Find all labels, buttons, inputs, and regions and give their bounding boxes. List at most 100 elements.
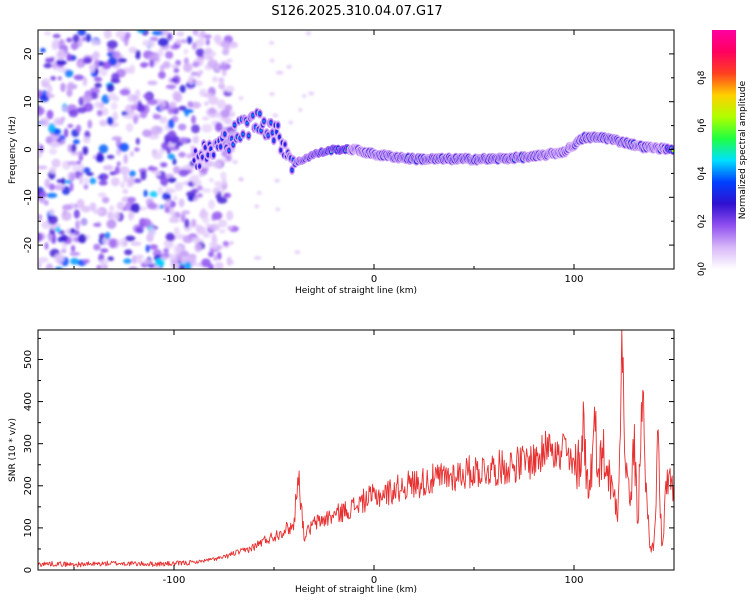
noise-blob (203, 34, 212, 39)
colorbar-tick-label: 0.4 (697, 166, 707, 181)
noise-blob (238, 96, 244, 101)
noise-blob (175, 39, 182, 45)
noise-blob (108, 238, 117, 249)
spectrogram-image (38, 30, 674, 269)
noise-blob (137, 30, 146, 34)
spectral-ridge (191, 107, 674, 176)
noise-blob (53, 184, 65, 191)
x-tick-label: 100 (564, 274, 583, 285)
noise-blob (204, 47, 213, 55)
noise-blob (110, 177, 120, 187)
noise-blob (167, 153, 175, 160)
noise-blob (140, 62, 148, 68)
noise-blob (116, 201, 125, 211)
noise-blob (226, 210, 234, 221)
ridge-segment (212, 153, 215, 157)
noise-blob (101, 174, 109, 180)
noise-blob (67, 144, 73, 153)
noise-blob (89, 177, 97, 185)
x-tick-label: -100 (163, 274, 186, 285)
noise-blob (155, 171, 161, 177)
snr-axes: -100 0 100 0 100 200 300 400 500 (23, 330, 675, 586)
noise-blob (202, 217, 210, 224)
noise-blob (157, 48, 164, 57)
y-tick-label: 300 (23, 434, 34, 453)
spectrogram-ylabel: Frequency (Hz) (8, 116, 18, 184)
noise-blob (83, 57, 92, 64)
noise-blob (182, 235, 193, 244)
noise-blob (159, 116, 168, 124)
ridge-segment (223, 132, 226, 136)
noise-blob (208, 107, 217, 115)
noise-blob (172, 165, 181, 174)
noise-blob (70, 244, 76, 252)
noise-blob (68, 109, 79, 118)
noise-blob (52, 38, 60, 49)
noise-blob (61, 106, 68, 112)
noise-blob (137, 104, 146, 113)
noise-blob (152, 114, 162, 120)
noise-blob (38, 152, 43, 158)
noise-blob (106, 116, 114, 126)
snr-xlabel: Height of straight line (km) (295, 585, 417, 595)
ridge-segment (246, 121, 249, 125)
noise-blob (82, 93, 93, 103)
noise-blob (44, 31, 51, 36)
noise-blob (60, 248, 67, 254)
noise-blob (179, 84, 186, 93)
noise-blob (77, 30, 87, 37)
snr-ylabel: SNR (10 * v/v) (8, 418, 18, 482)
noise-blob (180, 213, 186, 223)
noise-blob (99, 263, 109, 269)
noise-blob (39, 144, 44, 154)
noise-blob (205, 38, 210, 46)
noise-blob (202, 116, 210, 121)
noise-blob (129, 151, 135, 157)
noise-blob (135, 89, 141, 98)
ridge-segment (247, 134, 250, 138)
noise-blob (93, 59, 100, 70)
noise-blob (106, 154, 115, 159)
noise-blob (76, 60, 84, 69)
noise-blob (187, 101, 194, 108)
noise-blob (69, 182, 74, 192)
noise-blob (42, 78, 51, 83)
noise-blob (66, 53, 72, 62)
noise-blob (294, 250, 301, 255)
noise-blob (221, 177, 227, 185)
ridge-segment (194, 149, 197, 153)
noise-blob (203, 92, 214, 98)
colorbar-scale (712, 30, 736, 269)
noise-blob (140, 170, 147, 181)
noise-blob (130, 203, 141, 213)
noise-blob (192, 61, 200, 68)
figure-title: S126.2025.310.04.07.G17 (271, 4, 442, 19)
noise-blob (45, 57, 54, 63)
noise-blob (109, 205, 115, 212)
noise-blob (147, 55, 159, 60)
noise-blob (165, 51, 174, 59)
noise-blob (66, 88, 73, 98)
noise-blob (209, 223, 220, 232)
noise-blob (180, 257, 188, 264)
ridge-segment (283, 143, 287, 146)
x-tick-label: 0 (371, 274, 377, 285)
noise-blob (167, 130, 177, 141)
noise-blob (127, 196, 136, 203)
colorbar-tick-label: 0.0 (697, 262, 707, 277)
noise-blob (220, 40, 231, 49)
noise-blob (123, 240, 128, 247)
noise-blob (72, 165, 80, 172)
noise-blob (92, 209, 104, 215)
snr-panel: -100 0 100 0 100 200 300 400 500 Height of strai… (8, 329, 675, 595)
noise-blob (46, 192, 58, 198)
ridge-segment (201, 155, 204, 159)
noise-blob (163, 247, 170, 254)
noise-blob (183, 63, 193, 73)
noise-blob (212, 211, 223, 220)
y-tick-label: 500 (23, 350, 34, 369)
y-tick-label: -20 (23, 237, 34, 253)
noise-blob (60, 234, 68, 242)
noise-blob (174, 182, 183, 191)
noise-blob (106, 219, 117, 229)
